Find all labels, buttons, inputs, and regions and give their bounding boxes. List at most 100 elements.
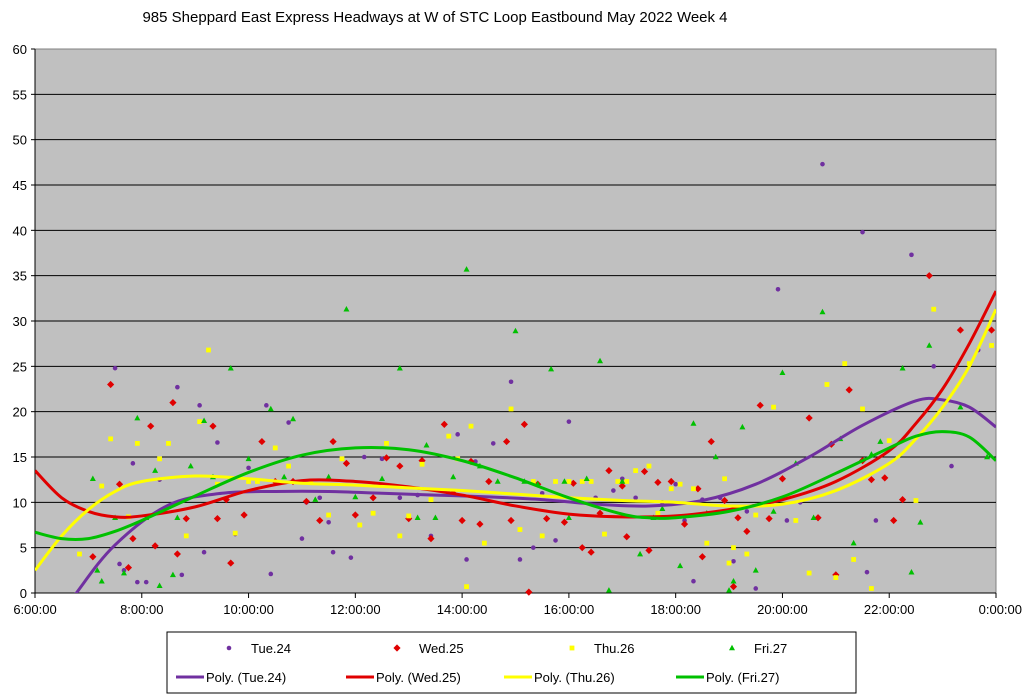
data-point — [227, 559, 235, 567]
data-point — [108, 436, 114, 442]
legend-label: Poly. (Wed.25) — [376, 670, 461, 685]
data-point — [583, 475, 590, 482]
data-point — [569, 479, 577, 487]
data-point — [240, 511, 248, 519]
data-point — [691, 486, 696, 492]
data-point — [561, 478, 568, 484]
y-tick-label: 30 — [13, 314, 27, 329]
data-point — [739, 423, 746, 430]
data-point — [329, 437, 337, 446]
data-point — [520, 420, 528, 428]
gridlines — [35, 93, 996, 549]
data-point — [784, 518, 790, 523]
data-point — [267, 405, 274, 412]
data-point — [255, 479, 260, 484]
data-point — [175, 384, 180, 390]
data-point — [440, 420, 448, 428]
data-point — [201, 417, 208, 424]
x-tick-label: 22:00:00 — [864, 602, 915, 617]
data-point — [694, 485, 702, 493]
trendline-poly-thu-26 — [35, 308, 996, 572]
y-tick-label: 0 — [20, 586, 27, 601]
y-tick-label: 55 — [13, 87, 27, 102]
data-point — [530, 545, 536, 550]
data-point — [578, 544, 586, 552]
data-point — [187, 462, 194, 469]
data-point — [406, 513, 412, 519]
data-point — [481, 540, 487, 546]
data-point — [731, 558, 736, 564]
data-point — [543, 515, 551, 523]
axes: 0 5 10 15 20 25 30 35 40 45 50 55 60 6:00:00 8:00:00 10… — [13, 42, 1022, 617]
legend-label: Tue.24 — [251, 641, 291, 656]
data-point — [382, 454, 391, 462]
data-point — [864, 569, 870, 575]
data-point — [450, 473, 457, 480]
chart-title: 985 Sheppard East Express Headways at W … — [142, 9, 728, 26]
data-point — [147, 422, 155, 430]
data-point — [272, 445, 278, 451]
data-point — [867, 476, 876, 484]
data-point — [987, 326, 996, 334]
x-tick-label: 10:00:00 — [223, 602, 274, 617]
data-point — [850, 539, 857, 546]
data-point — [596, 509, 604, 517]
data-point — [286, 420, 291, 425]
legend: Tue.24 Wed.25 Thu.26 Fri.27 Poly. (Tue.24) Po… — [166, 631, 857, 694]
data-point — [645, 546, 653, 554]
data-point — [458, 516, 466, 525]
data-point — [326, 519, 331, 525]
legend-label: Poly. (Tue.24) — [206, 670, 286, 685]
data-point — [197, 403, 202, 408]
data-point — [565, 514, 572, 521]
data-point — [130, 461, 136, 466]
data-point — [917, 519, 924, 525]
x-tick-label: 18:00:00 — [650, 602, 701, 617]
data-point — [169, 399, 177, 407]
data-point — [166, 441, 171, 446]
data-point — [698, 553, 706, 561]
data-point — [476, 520, 484, 528]
data-point — [77, 551, 82, 557]
data-point — [351, 511, 359, 519]
legend-label: Wed.25 — [419, 641, 464, 656]
data-point — [530, 479, 536, 484]
data-point — [464, 584, 469, 590]
data-point — [169, 571, 176, 578]
data-point — [654, 478, 662, 486]
y-tick-label: 20 — [13, 405, 27, 420]
data-point — [926, 342, 933, 348]
data-point — [560, 518, 569, 526]
data-point — [775, 286, 781, 292]
data-point — [397, 533, 403, 539]
data-point — [898, 496, 907, 504]
data-point — [989, 343, 994, 348]
data-point — [851, 557, 857, 562]
data-point — [384, 441, 389, 446]
data-point — [820, 161, 825, 167]
data-point — [151, 542, 159, 550]
data-point — [704, 540, 710, 546]
data-point — [348, 555, 354, 560]
data-point — [352, 493, 359, 500]
data-point — [753, 512, 759, 518]
legend-label: Poly. (Thu.26) — [534, 670, 615, 685]
data-point — [215, 440, 220, 445]
data-point — [730, 578, 737, 584]
data-point — [539, 490, 545, 496]
legend-marker — [226, 645, 232, 651]
data-point — [463, 266, 470, 272]
y-tick-label: 35 — [13, 269, 27, 284]
data-point — [931, 306, 937, 312]
data-point — [134, 441, 140, 446]
data-point — [805, 414, 813, 422]
data-point — [290, 415, 297, 422]
data-point — [615, 479, 621, 484]
data-point — [173, 550, 181, 558]
data-point — [299, 536, 305, 541]
data-point — [245, 455, 252, 462]
data-point — [432, 514, 439, 521]
data-point — [752, 567, 759, 573]
data-point — [765, 515, 773, 523]
trend-lines — [35, 290, 996, 593]
